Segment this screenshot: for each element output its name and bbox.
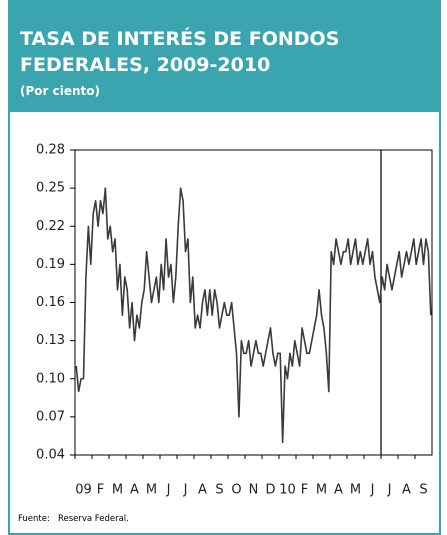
y-tick-label: 0.25	[36, 181, 65, 196]
x-tick-label: N	[249, 483, 259, 498]
x-tick-label: M	[112, 483, 123, 498]
x-tick-label: M	[316, 483, 327, 498]
x-tick-label: A	[402, 483, 411, 498]
y-tick-label: 0.13	[36, 333, 65, 348]
x-tick-label: M	[350, 483, 361, 498]
y-tick-label: 0.22	[36, 219, 65, 234]
frame	[8, 0, 441, 535]
x-tick-label: A	[130, 483, 139, 498]
chart-subtitle: (Por ciento)	[20, 84, 100, 98]
y-tick-label: 0.19	[36, 257, 65, 272]
source: Fuente: Reserva Federal.	[18, 514, 129, 524]
x-tick-label: 09	[75, 483, 92, 498]
x-tick-label: A	[198, 483, 207, 498]
x-tick-label: J	[183, 483, 188, 498]
x-tick-label: 10	[279, 483, 296, 498]
y-tick-label: 0.04	[36, 448, 65, 463]
series-line	[75, 187, 432, 444]
header: TASA DE INTERÉS DE FONDOS FEDERALES, 200…	[8, 0, 441, 112]
x-tick-label: J	[166, 483, 171, 498]
x-tick-label: J	[387, 483, 392, 498]
x-tick-label: S	[419, 483, 427, 498]
x-tick-label: M	[146, 483, 157, 498]
x-tick-label: F	[97, 483, 104, 498]
x-tick-label: J	[370, 483, 375, 498]
x-tick-label: D	[265, 483, 275, 498]
x-tick-label: S	[215, 483, 223, 498]
y-tick-label: 0.28	[36, 143, 65, 158]
x-tick-label: A	[334, 483, 343, 498]
x-tick-label: F	[301, 483, 308, 498]
chart-title: TASA DE INTERÉS DE FONDOS FEDERALES, 200…	[20, 28, 340, 76]
y-tick-label: 0.10	[36, 371, 65, 386]
x-tick-label: O	[231, 483, 241, 498]
y-tick-label: 0.16	[36, 295, 65, 310]
y-tick-label: 0.07	[36, 409, 65, 424]
